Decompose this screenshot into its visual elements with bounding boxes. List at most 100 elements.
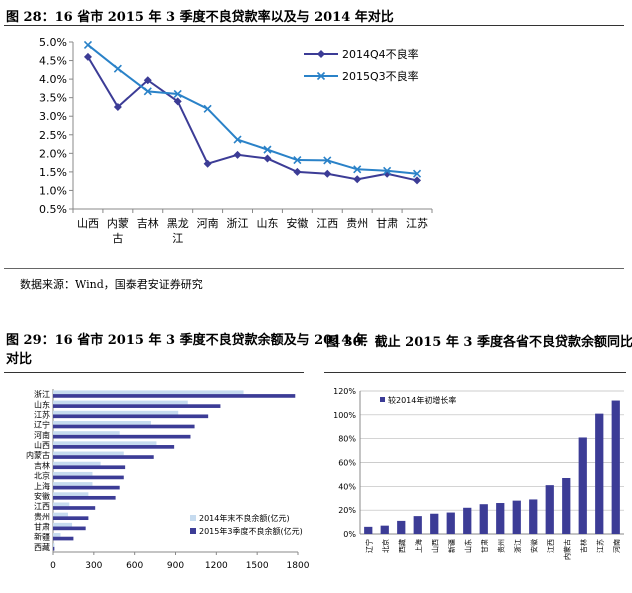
- y-tick-label: 4.0%: [39, 73, 67, 86]
- y-tick-label: 0%: [343, 530, 356, 539]
- title-rule-29: [4, 372, 304, 373]
- category-label: 安徽: [34, 491, 50, 501]
- category-label: 山西: [430, 539, 439, 553]
- y-tick-label: 80%: [338, 435, 356, 444]
- bar-2015q3: [53, 506, 96, 510]
- category-label: 北京: [34, 471, 50, 481]
- series-line-1: [87, 56, 418, 182]
- data-point-2014q4: [143, 76, 152, 85]
- category-label: 西藏: [397, 539, 406, 553]
- x-tick-label: 贵州: [346, 217, 368, 230]
- data-point-2015q3: [173, 89, 182, 99]
- x-tick-label: 江苏: [406, 217, 428, 230]
- bar-growth: [446, 512, 455, 534]
- bar-2015q3: [53, 414, 209, 419]
- data-point-2015q3: [263, 145, 272, 154]
- bar-2015q3: [53, 495, 116, 500]
- bar-2014: [53, 502, 70, 507]
- category-label: 河南: [34, 430, 50, 440]
- bar-2015q3: [53, 475, 124, 480]
- bar-2014: [53, 400, 188, 405]
- legend-swatch-1: [190, 515, 196, 521]
- y-tick-label: 3.5%: [39, 92, 67, 105]
- bar-2014: [53, 410, 179, 415]
- bar-growth: [496, 503, 505, 534]
- y-tick-label: 20%: [338, 506, 356, 515]
- data-point-2014q4: [293, 167, 302, 176]
- category-label: 安徽: [529, 539, 538, 553]
- bar-growth: [430, 513, 439, 534]
- bar-2015q3: [53, 485, 120, 490]
- category-label: 甘肃: [34, 522, 50, 532]
- data-point-2015q3: [353, 165, 362, 174]
- bar-growth: [463, 507, 472, 534]
- bar-growth: [529, 499, 538, 534]
- bar-2015q3: [53, 445, 175, 449]
- data-point-2014q4: [203, 159, 212, 168]
- bar-2015q3: [53, 424, 195, 429]
- npl-growth-bar-chart: 120% 100% 80% 60% 40% 20% 0% 辽宁 北京 西藏 上海 山西 新疆 山东 甘肃 贵州…: [333, 387, 624, 560]
- category-label: 辽宁: [364, 539, 373, 553]
- bar-2015q3: [53, 404, 221, 408]
- category-label: 山东: [463, 539, 472, 553]
- category-label: 吉林: [34, 460, 50, 470]
- category-label: 吉林: [579, 539, 588, 553]
- y-tick-label: 4.5%: [39, 55, 67, 68]
- figure-30-title: 图 30：截止 2015 年 3 季度各省不良贷款余额同比增速: [326, 335, 632, 350]
- bar-2014: [53, 492, 89, 496]
- x-tick-label: 浙江: [227, 217, 249, 230]
- category-label: 内蒙古: [562, 539, 571, 560]
- bar-2014: [53, 512, 68, 517]
- category-label: 辽宁: [34, 420, 50, 430]
- bar-growth: [595, 413, 604, 534]
- x-tick-label: 江西: [316, 217, 338, 230]
- y-tick-label: 1.5%: [39, 166, 67, 179]
- x-tick-label: 山东: [256, 217, 278, 230]
- data-point-2015q3: [323, 156, 332, 165]
- legend-label-2: 2015年3季度不良余额(亿元): [199, 526, 303, 536]
- data-point-2015q3: [383, 166, 392, 175]
- data-point-2014q4: [263, 154, 272, 163]
- title-rule-28: [4, 25, 624, 26]
- data-point-2015q3: [293, 155, 302, 165]
- bar-2014: [53, 533, 61, 537]
- x-tick-label: 0: [50, 561, 56, 571]
- data-point-2015q3: [143, 87, 152, 96]
- x-tick-label: 1800: [287, 561, 310, 571]
- x-tick-label: 吉林: [137, 216, 159, 230]
- x-tick-label-cont: 江: [172, 232, 183, 245]
- category-label: 上海: [34, 481, 50, 491]
- bar-2015q3: [53, 455, 154, 459]
- legend-marker-2: [316, 71, 326, 81]
- bar-2014: [53, 543, 55, 547]
- y-tick-label: 60%: [338, 459, 356, 468]
- data-point-2014q4: [173, 97, 182, 106]
- data-point-2014q4: [323, 169, 332, 178]
- bar-2014: [53, 471, 93, 476]
- npl-ratio-line-chart: 5.0% 4.5% 4.0% 3.5% 3.0% 2.5% 2.0% 1.5% 1.0% 0.5%…: [39, 36, 433, 245]
- category-label: 河南: [612, 539, 621, 553]
- bar-2014: [53, 482, 93, 486]
- bar-2014: [53, 451, 124, 456]
- data-point-2014q4: [83, 52, 92, 61]
- bar-2014: [53, 522, 73, 527]
- y-tick-label: 0.5%: [39, 203, 67, 216]
- data-point-2014q4: [113, 102, 122, 111]
- bar-2014: [53, 461, 101, 466]
- bar-growth: [479, 504, 488, 534]
- bar-growth: [512, 500, 521, 534]
- npl-balance-bar-chart: 0 300 600 900 1200 1500 1800 浙江山东江苏辽宁河南山西内蒙古吉林北…: [26, 389, 310, 571]
- bar-2015q3: [53, 536, 74, 541]
- category-label: 江西: [34, 502, 50, 511]
- category-label: 新疆: [447, 539, 456, 553]
- legend-label-2: 2015Q3不良率: [342, 69, 419, 83]
- source-rule-28: [4, 268, 624, 269]
- x-tick-label: 河南: [197, 217, 219, 230]
- legend-label-1: 2014Q4不良率: [342, 47, 419, 61]
- data-point-2015q3: [203, 104, 212, 113]
- y-tick-label: 40%: [338, 482, 356, 491]
- y-tick-label: 3.0%: [39, 110, 67, 123]
- y-tick-label: 100%: [333, 411, 356, 420]
- bar-2015q3: [53, 465, 126, 470]
- x-tick-label-cont: 古: [112, 232, 123, 245]
